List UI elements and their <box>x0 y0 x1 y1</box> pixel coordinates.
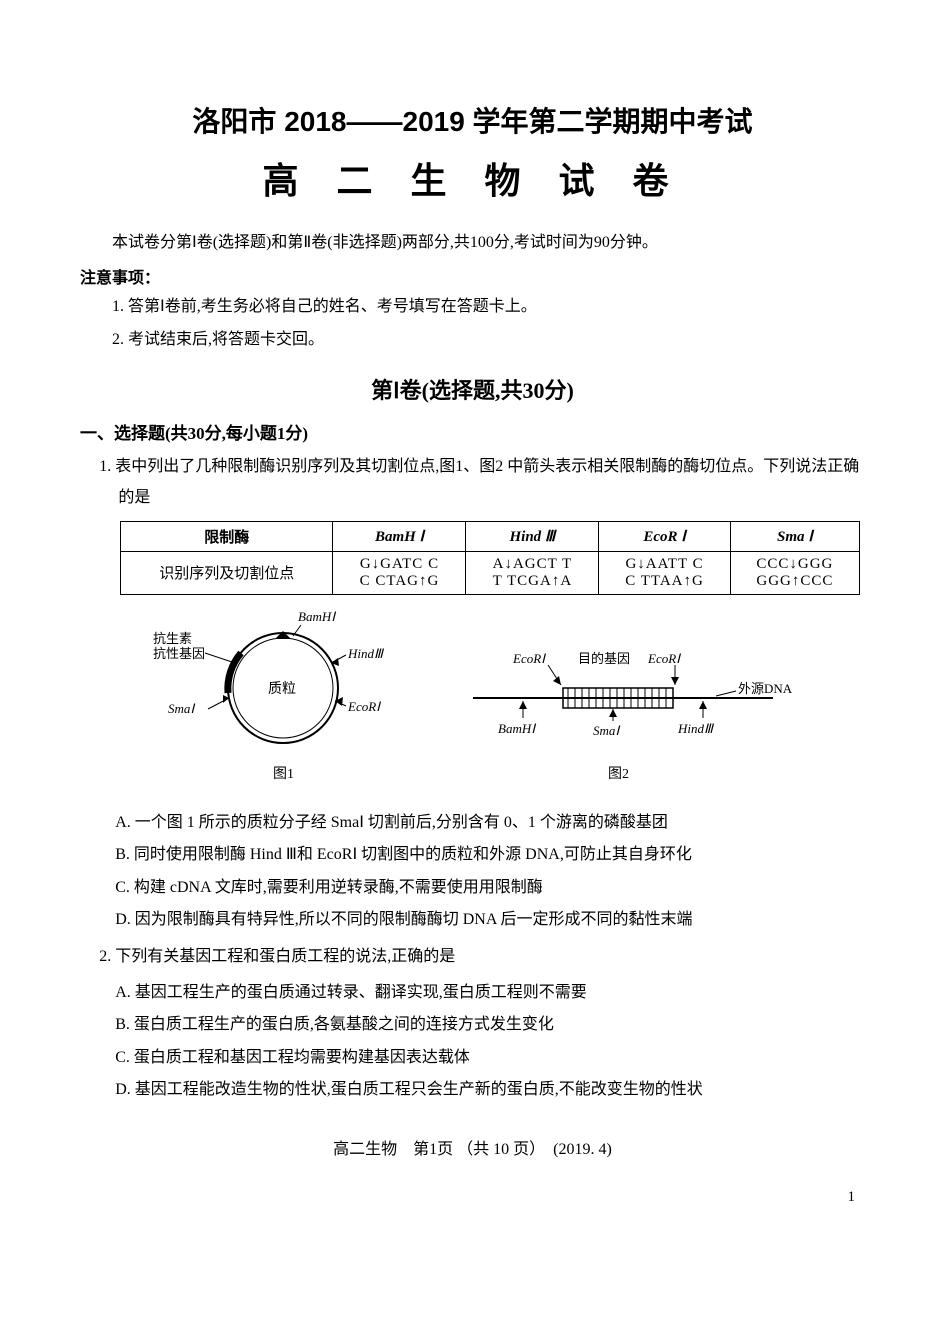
td-bam-seq: G↓GATC C C CTAG↑G <box>333 551 466 594</box>
figure-1: 抗生素 抗性基因 SmaⅠ 质粒 BamHⅠ HindⅢ EcoRⅠ 图1 <box>153 609 385 782</box>
seq-bot: C TTAA↑G <box>605 573 723 590</box>
td-hind-seq: A↓AGCT T T TCGA↑A <box>466 551 599 594</box>
label-sma: SmaⅠ <box>168 701 195 716</box>
q1-stem: 1. 表中列出了几种限制酶识别序列及其切割位点,图1、图2 中箭头表示相关限制酶… <box>99 452 865 513</box>
label-hind-b: HindⅢ <box>677 721 715 736</box>
table-row: 限制酶 BamH Ⅰ Hind Ⅲ EcoR Ⅰ Sma Ⅰ <box>121 521 860 551</box>
td-sma-seq: CCC↓GGG GGG↑CCC <box>730 551 859 594</box>
label-hind: HindⅢ <box>347 646 385 661</box>
fig1-caption: 图1 <box>273 767 294 782</box>
notice-heading: 注意事项： <box>80 264 865 288</box>
exam-title-line1: 洛阳市 2018——2019 学年第二学期期中考试 <box>80 100 865 140</box>
figures-wrap: 抗生素 抗性基因 SmaⅠ 质粒 BamHⅠ HindⅢ EcoRⅠ 图1 <box>80 603 865 798</box>
label-eco-r: EcoRⅠ <box>647 651 681 666</box>
label-target: 目的基因 <box>578 651 630 666</box>
label-antibiotic2: 抗性基因 <box>153 646 205 661</box>
q2-opt-b: B. 蛋白质工程生产的蛋白质,各氨基酸之间的连接方式发生变化 <box>115 1010 865 1040</box>
th-hind: Hind Ⅲ <box>466 521 599 551</box>
td-label: 识别序列及切割位点 <box>121 551 333 594</box>
seq-bot: GGG↑CCC <box>737 573 853 590</box>
section-1-title: 第Ⅰ卷(选择题,共30分) <box>80 373 865 405</box>
seq-bot: T TCGA↑A <box>472 573 592 590</box>
label-eco: EcoRⅠ <box>347 699 381 714</box>
page-footer: 高二生物 第1页 （共 10 页） (2019. 4) <box>80 1135 865 1159</box>
figures-svg: 抗生素 抗性基因 SmaⅠ 质粒 BamHⅠ HindⅢ EcoRⅠ 图1 <box>123 603 823 793</box>
exam-intro: 本试卷分第Ⅰ卷(选择题)和第Ⅱ卷(非选择题)两部分,共100分,考试时间为90分… <box>80 228 865 258</box>
q2-stem: 2. 下列有关基因工程和蛋白质工程的说法,正确的是 <box>99 942 865 972</box>
exam-page: 洛阳市 2018——2019 学年第二学期期中考试 高 二 生 物 试 卷 本试… <box>0 0 945 1246</box>
table-row: 识别序列及切割位点 G↓GATC C C CTAG↑G A↓AGCT T T T… <box>121 551 860 594</box>
fig2-caption: 图2 <box>608 767 629 782</box>
notice-item-2: 2. 考试结束后,将答题卡交回。 <box>80 325 865 355</box>
label-sma-b: SmaⅠ <box>593 723 620 738</box>
q1-opt-a: A. 一个图 1 所示的质粒分子经 SmaⅠ 切割前后,分别含有 0、1 个游离… <box>115 808 865 838</box>
label-antibiotic: 抗生素 <box>153 631 192 646</box>
q1-opt-c: C. 构建 cDNA 文库时,需要利用逆转录酶,不需要使用用限制酶 <box>115 873 865 903</box>
seq-top: G↓GATC C <box>339 556 459 573</box>
q2-opt-c: C. 蛋白质工程和基因工程均需要构建基因表达载体 <box>115 1043 865 1073</box>
q1-opt-d: D. 因为限制酶具有特异性,所以不同的限制酶酶切 DNA 后一定形成不同的黏性末… <box>115 905 865 935</box>
enzyme-table: 限制酶 BamH Ⅰ Hind Ⅲ EcoR Ⅰ Sma Ⅰ 识别序列及切割位点… <box>120 521 860 595</box>
label-ext: 外源DNA <box>738 681 793 696</box>
figure-2: EcoRⅠ 目的基因 EcoRⅠ 外源DNA BamHⅠ SmaⅠ H <box>473 651 793 782</box>
seq-top: G↓AATT C <box>605 556 723 573</box>
corner-page-number: 1 <box>80 1189 865 1206</box>
notice-item-1: 1. 答第Ⅰ卷前,考生务必将自己的姓名、考号填写在答题卡上。 <box>80 292 865 322</box>
q1-opt-b: B. 同时使用限制酶 Hind Ⅲ和 EcoRⅠ 切割图中的质粒和外源 DNA,… <box>115 840 865 870</box>
td-eco-seq: G↓AATT C C TTAA↑G <box>599 551 730 594</box>
th-eco: EcoR Ⅰ <box>599 521 730 551</box>
q2-opt-d: D. 基因工程能改造生物的性状,蛋白质工程只会生产新的蛋白质,不能改变生物的性状 <box>115 1075 865 1105</box>
exam-title-line2: 高 二 生 物 试 卷 <box>80 152 865 204</box>
seq-top: CCC↓GGG <box>737 556 853 573</box>
seq-bot: C CTAG↑G <box>339 573 459 590</box>
label-plasmid: 质粒 <box>268 681 296 697</box>
th-bam: BamH Ⅰ <box>333 521 466 551</box>
th-enzyme: 限制酶 <box>121 521 333 551</box>
seq-top: A↓AGCT T <box>472 556 592 573</box>
label-bam-b: BamHⅠ <box>498 721 536 736</box>
q2-opt-a: A. 基因工程生产的蛋白质通过转录、翻译实现,蛋白质工程则不需要 <box>115 978 865 1008</box>
label-bam: BamHⅠ <box>298 609 336 624</box>
label-eco-l: EcoRⅠ <box>512 651 546 666</box>
th-sma: Sma Ⅰ <box>730 521 859 551</box>
part-1-title: 一、选择题(共30分,每小题1分) <box>80 419 865 444</box>
